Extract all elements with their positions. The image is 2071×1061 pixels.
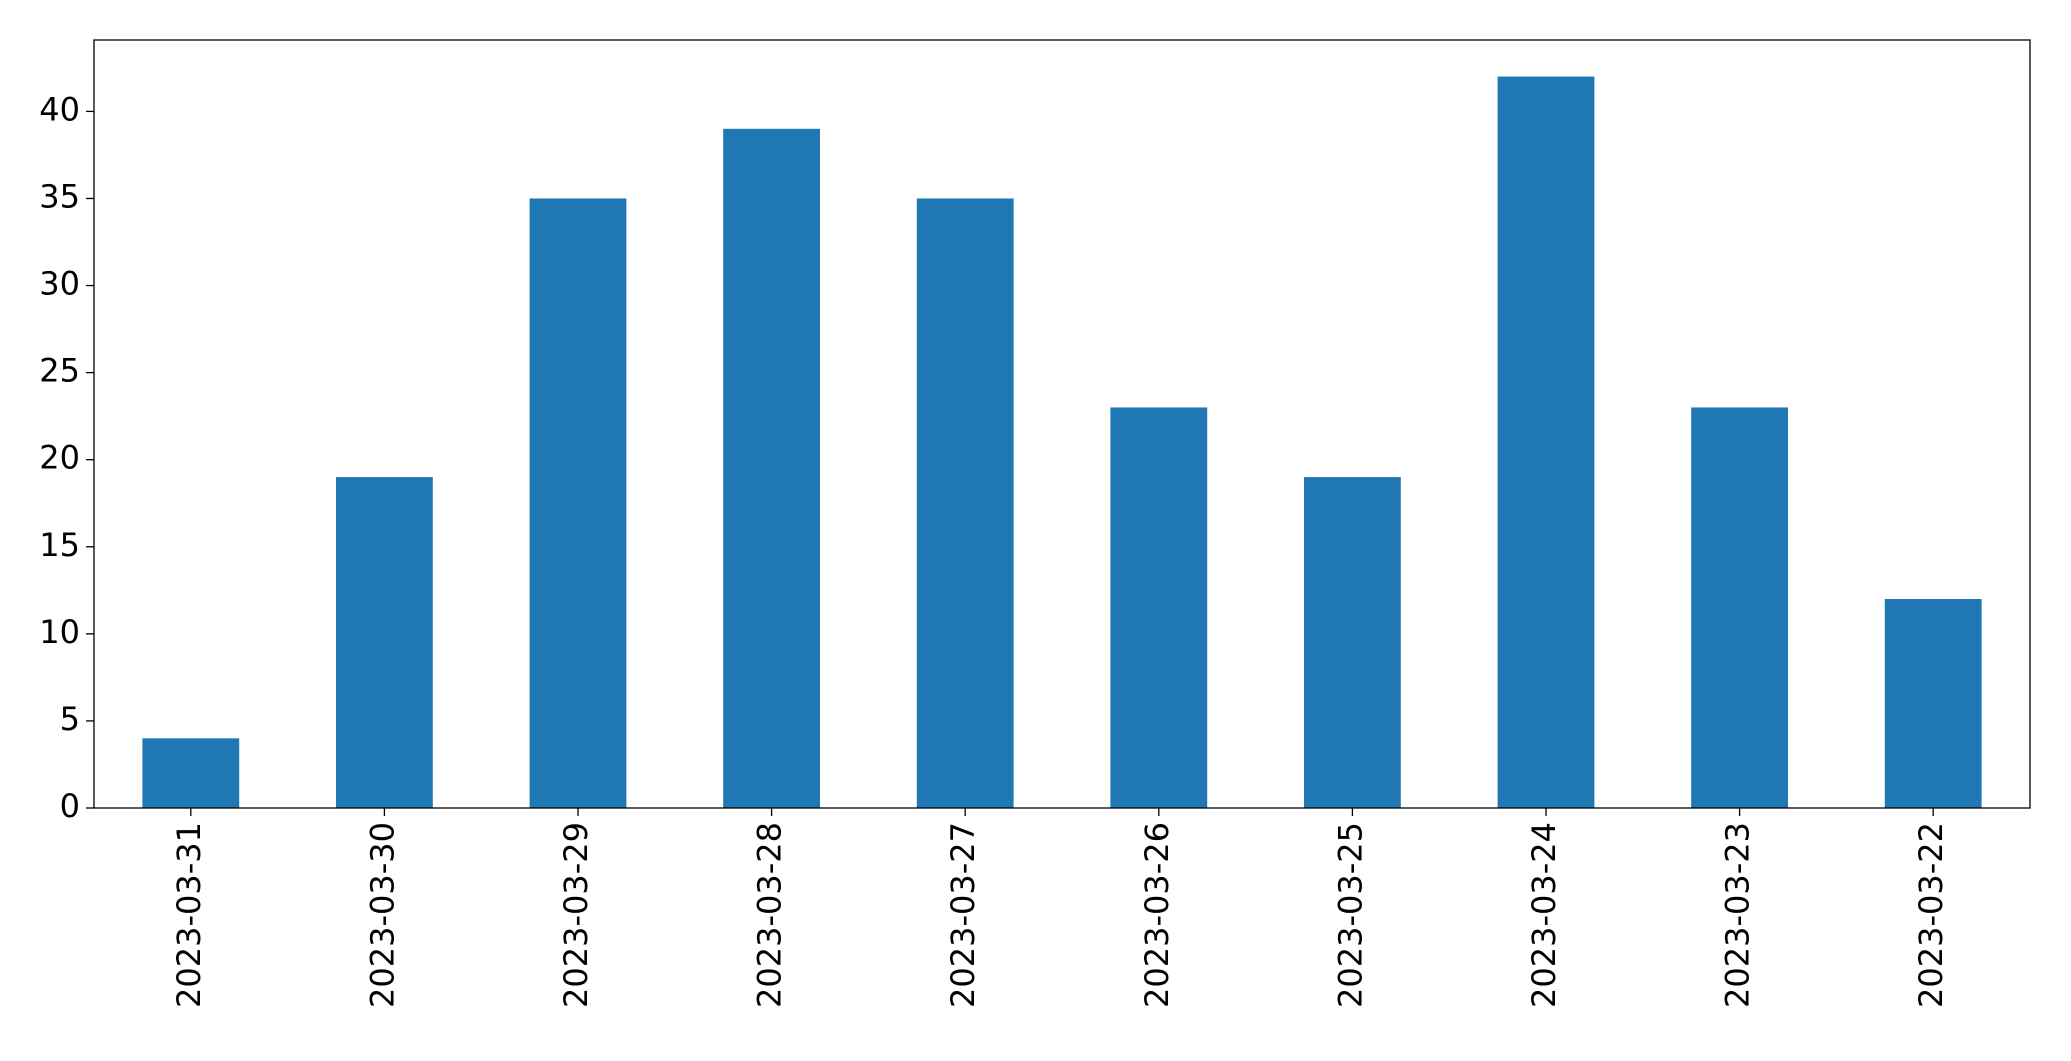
x-tick-label: 2023-03-24 bbox=[1525, 822, 1563, 1008]
bar bbox=[1304, 477, 1401, 808]
y-tick-label: 20 bbox=[39, 439, 80, 477]
y-tick-label: 35 bbox=[39, 177, 80, 215]
y-tick-label: 15 bbox=[39, 526, 80, 564]
axes-frame bbox=[93, 39, 2031, 809]
x-tick-label: 2023-03-30 bbox=[363, 822, 401, 1008]
x-tick-label: 2023-03-26 bbox=[1138, 822, 1176, 1008]
bar bbox=[1691, 407, 1788, 808]
y-tick-label: 10 bbox=[39, 613, 80, 651]
x-tick-label: 2023-03-27 bbox=[944, 822, 982, 1008]
x-tick-label: 2023-03-22 bbox=[1912, 822, 1950, 1008]
y-tick-label: 30 bbox=[39, 265, 80, 303]
bar bbox=[916, 198, 1014, 808]
y-tick-label: 40 bbox=[39, 90, 80, 128]
bar bbox=[1884, 599, 1982, 808]
x-tick-label: 2023-03-29 bbox=[557, 822, 595, 1008]
bar bbox=[142, 738, 240, 808]
bar bbox=[336, 477, 433, 808]
bar bbox=[1497, 76, 1595, 809]
x-tick-label: 2023-03-28 bbox=[751, 822, 789, 1008]
x-tick-label: 2023-03-23 bbox=[1719, 822, 1757, 1008]
y-tick-label: 0 bbox=[60, 787, 80, 825]
bar bbox=[1110, 407, 1208, 808]
x-tick-label: 2023-03-31 bbox=[170, 822, 208, 1008]
x-tick-label: 2023-03-25 bbox=[1331, 822, 1369, 1008]
y-tick-label: 25 bbox=[39, 352, 80, 390]
bar bbox=[529, 198, 627, 808]
bar bbox=[723, 128, 820, 808]
y-tick-label: 5 bbox=[60, 700, 80, 738]
